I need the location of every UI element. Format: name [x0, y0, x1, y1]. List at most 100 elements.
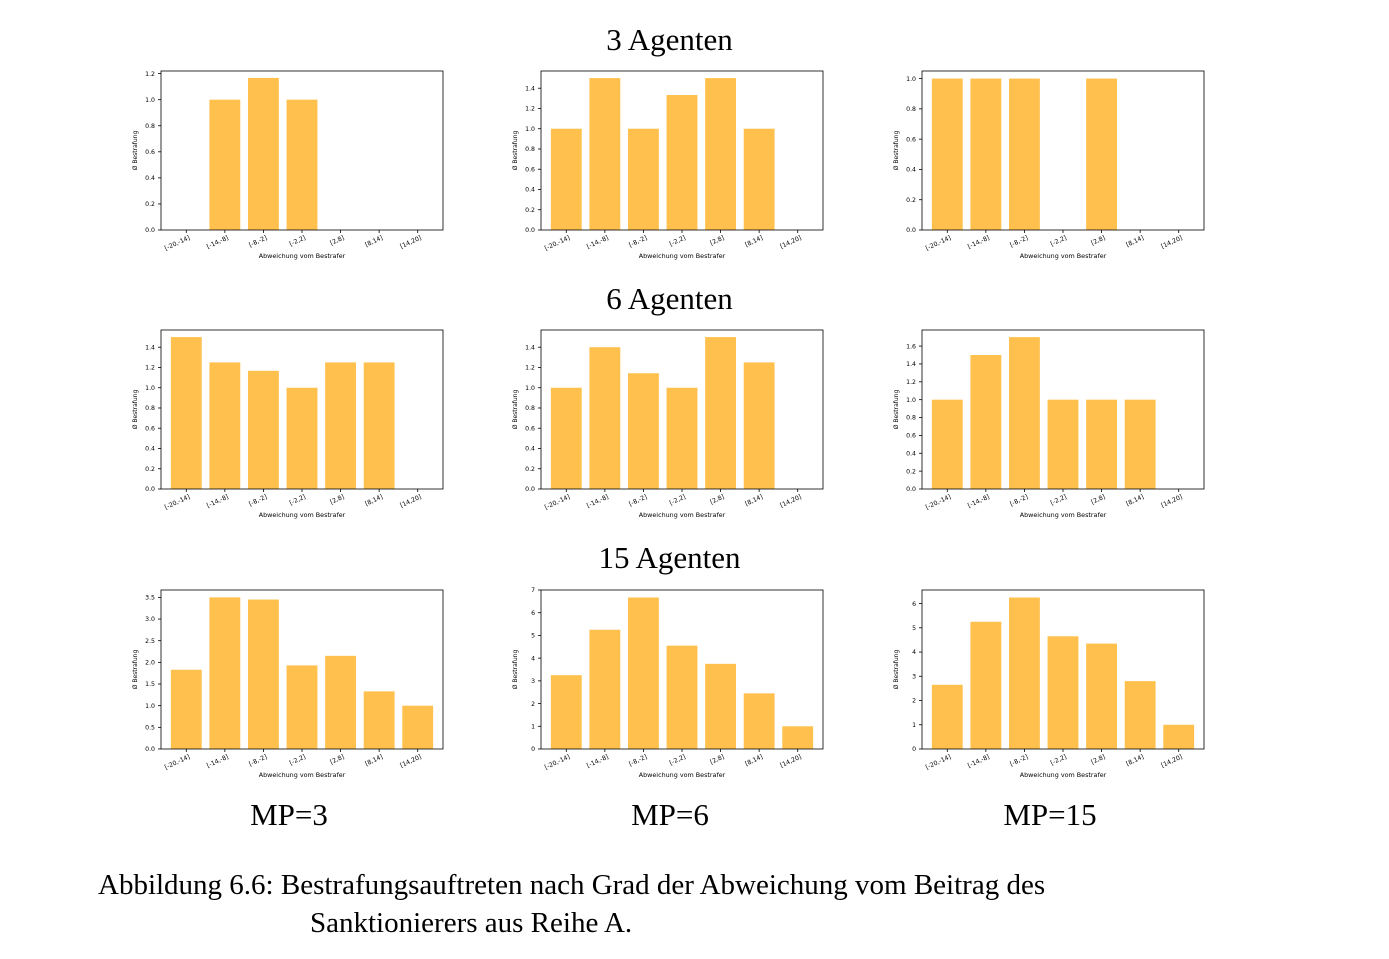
- x-tick-label: [14,20]: [779, 493, 802, 509]
- x-tick-label: [2,8]: [1090, 493, 1106, 506]
- y-tick-label: 3.0: [145, 616, 155, 623]
- bar-chart-1-2: 0.0 0.2 0.4 0.6 0.8 1.0 1.2 1.4 [-20,-14] [-14,-8…: [512, 70, 824, 260]
- bar-[14,20]: [1163, 724, 1195, 749]
- bar-chart-3-2: 0 1 2 3 4 5 6 7 [-20,-14] [-14,-8] [-8,-2] [-2,2] [2…: [512, 587, 824, 779]
- x-tick-label: [14,20]: [1160, 234, 1183, 250]
- bar-[-14,-8]: [589, 347, 621, 489]
- bar-[2,8]: [1086, 399, 1117, 489]
- x-axis-label: Abweichung vom Bestrafer: [1020, 511, 1107, 519]
- x-tick-label: [2,8]: [709, 234, 725, 247]
- y-tick-label: 0.0: [906, 227, 916, 234]
- x-tick-label: [-2,2]: [669, 493, 687, 506]
- bar-[-14,-8]: [970, 621, 1002, 749]
- y-tick-label: 1.2: [145, 71, 155, 78]
- bar-[-20,-14]: [170, 669, 202, 749]
- caption-label: Abbildung 6.6:: [98, 869, 274, 901]
- x-tick-label: [2,8]: [329, 753, 345, 766]
- x-tick-label: [-14,-8]: [586, 234, 610, 250]
- y-tick-label: 0: [912, 746, 916, 753]
- x-tick-label: [2,8]: [329, 493, 345, 506]
- y-axis-label: Ø Bestrafung: [132, 131, 139, 171]
- y-tick-label: 1.4: [525, 344, 535, 351]
- y-tick-label: 0.6: [906, 433, 916, 440]
- y-tick-label: 1.0: [145, 703, 155, 710]
- y-axis-label: Ø Bestrafung: [512, 131, 519, 171]
- x-tick-label: [14,20]: [399, 493, 422, 509]
- y-tick-label: 0.6: [906, 136, 916, 143]
- y-tick-label: 0.5: [145, 725, 155, 732]
- y-tick-label: 0.4: [906, 450, 916, 457]
- y-tick-label: 7: [531, 587, 535, 594]
- bar-[-14,-8]: [209, 99, 241, 230]
- bar-[-8,-2]: [628, 373, 659, 489]
- y-tick-label: 1.0: [906, 397, 916, 404]
- y-tick-label: 1.2: [145, 365, 155, 372]
- y-axis-label: Ø Bestrafung: [512, 390, 519, 430]
- caption-line1: Bestrafungsauftreten nach Grad der Abwei…: [280, 869, 1046, 901]
- x-tick-label: [-8,-2]: [628, 234, 648, 248]
- x-axis-label: Abweichung vom Bestrafer: [259, 252, 346, 260]
- x-tick-label: [-20,-14]: [544, 493, 571, 511]
- bar-[-2,2]: [1047, 636, 1079, 749]
- y-tick-label: 0.4: [145, 175, 155, 182]
- bar-chart-2-3: 0.0 0.2 0.4 0.6 0.8 1.0 1.2 1.4 1.6 [-20,-14] [-14…: [893, 329, 1205, 519]
- y-tick-label: 0.2: [145, 466, 155, 473]
- x-tick-label: [8,14]: [364, 493, 384, 507]
- bar-[2,8]: [325, 655, 356, 749]
- x-tick-label: [-8,-2]: [248, 753, 268, 767]
- x-tick-label: [-8,-2]: [628, 753, 648, 767]
- plot-frame: [921, 70, 1205, 231]
- x-axis-label: Abweichung vom Bestrafer: [259, 771, 346, 779]
- bar-chart-3-1: 0.0 0.5 1.0 1.5 2.0 2.5 3.0 3.5 [-20,-14] [-14,-8…: [132, 589, 444, 779]
- row-title-15-agenten: 15 Agenten: [598, 540, 741, 575]
- y-tick-label: 0.2: [906, 468, 916, 475]
- y-tick-label: 0.0: [145, 486, 155, 493]
- bar-[-14,-8]: [209, 597, 241, 749]
- y-tick-label: 5: [912, 625, 916, 632]
- bar-[2,8]: [705, 78, 736, 230]
- y-tick-label: 5: [531, 633, 535, 640]
- x-tick-label: [-14,-8]: [967, 234, 991, 250]
- column-label-mp3: MP=3: [250, 797, 328, 832]
- bar-[8,14]: [363, 691, 395, 749]
- y-tick-label: 1.0: [145, 97, 155, 104]
- x-tick-label: [2,8]: [709, 753, 725, 766]
- y-tick-label: 1.2: [525, 365, 535, 372]
- x-tick-label: [-8,-2]: [1009, 753, 1029, 767]
- y-tick-label: 0.8: [906, 415, 916, 422]
- bar-[8,14]: [743, 128, 775, 230]
- x-tick-label: [-8,-2]: [628, 493, 648, 507]
- y-tick-label: 3.5: [145, 595, 155, 602]
- x-tick-label: [-14,-8]: [206, 234, 230, 250]
- y-tick-label: 6: [531, 610, 535, 617]
- y-tick-label: 0.4: [525, 187, 535, 194]
- y-tick-label: 1.0: [525, 126, 535, 133]
- x-tick-label: [-2,2]: [1050, 234, 1068, 247]
- x-tick-label: [-14,-8]: [967, 753, 991, 769]
- y-tick-label: 3: [531, 678, 535, 685]
- y-tick-label: 2.0: [145, 660, 155, 667]
- bar-[-8,-2]: [248, 599, 279, 749]
- y-tick-label: 0.0: [906, 486, 916, 493]
- bar-[-20,-14]: [550, 128, 582, 230]
- bar-[8,14]: [743, 693, 775, 749]
- x-tick-label: [14,20]: [399, 753, 422, 769]
- x-tick-label: [8,14]: [1125, 234, 1145, 248]
- bar-[-2,2]: [666, 387, 698, 489]
- bar-[2,8]: [1086, 78, 1117, 230]
- bar-[-14,-8]: [209, 362, 241, 489]
- x-tick-label: [-14,-8]: [967, 493, 991, 509]
- x-tick-label: [-2,2]: [289, 234, 307, 247]
- x-tick-label: [-14,-8]: [586, 493, 610, 509]
- bar-[8,14]: [1124, 399, 1156, 489]
- x-tick-label: [-20,-14]: [164, 234, 191, 252]
- x-axis-label: Abweichung vom Bestrafer: [1020, 252, 1107, 260]
- bar-[-2,2]: [286, 387, 318, 489]
- x-tick-label: [14,20]: [1160, 493, 1183, 509]
- x-tick-label: [-8,-2]: [1009, 493, 1029, 507]
- bar-[-2,2]: [666, 95, 698, 230]
- y-axis-label: Ø Bestrafung: [132, 650, 139, 690]
- bar-[2,8]: [705, 663, 736, 749]
- y-tick-label: 1.0: [145, 385, 155, 392]
- x-tick-label: [8,14]: [364, 753, 384, 767]
